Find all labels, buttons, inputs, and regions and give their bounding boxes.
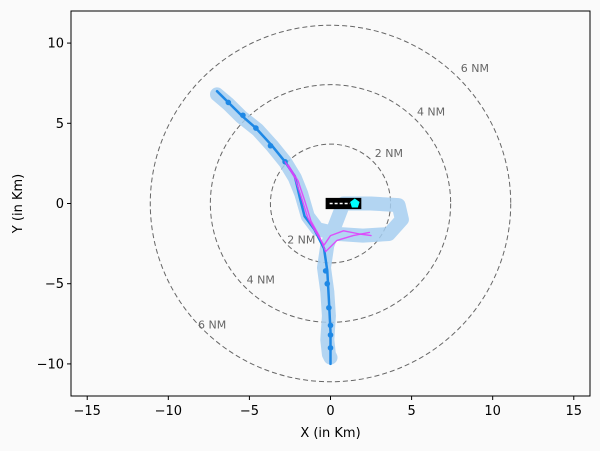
range-ring-label-2-outer: 4 NM: [417, 105, 445, 118]
x-tick-label: 10: [484, 404, 501, 419]
x-tick-label: −15: [74, 404, 101, 419]
y-tick-label: −5: [45, 277, 64, 292]
track-point-1: [225, 99, 232, 106]
x-tick-label: 15: [566, 404, 583, 419]
track-point-10: [327, 332, 334, 338]
y-axis-ticks: −10 −5 0 5 10: [37, 37, 71, 372]
range-ring-label-1-inner: 2 NM: [287, 234, 315, 247]
x-tick-label: 5: [407, 404, 415, 419]
x-tick-label: −10: [155, 404, 182, 419]
track-point-4: [267, 142, 274, 149]
ownship-box: [325, 197, 362, 210]
track-point-3: [253, 125, 259, 131]
y-tick-label: 10: [47, 37, 64, 52]
track-point-6: [322, 268, 329, 274]
series-primary-track: [215, 89, 332, 366]
ownship-marker: [350, 198, 360, 208]
range-ring-3: [149, 24, 512, 383]
track-point-9: [327, 322, 334, 329]
x-tick-label: −5: [240, 404, 259, 419]
range-ring-label-1-outer: 2 NM: [375, 147, 403, 160]
series-predicted-track-alt: [287, 164, 371, 253]
range-ring-label-2-inner: 4 NM: [247, 274, 275, 287]
y-tick-label: −10: [37, 357, 64, 372]
range-ring-label-3-inner: 6 NM: [198, 319, 226, 332]
x-axis-label: X (in Km): [300, 426, 360, 441]
y-tick-label: 5: [56, 117, 64, 132]
range-ring-label-3-outer: 6 NM: [461, 62, 489, 75]
x-axis-ticks: −15 −10 −5 0 5 10 15: [74, 396, 583, 419]
x-tick-label: 0: [326, 404, 334, 419]
track-point-2: [240, 112, 246, 119]
track-point-8: [326, 304, 332, 311]
track-point-11: [327, 345, 334, 351]
y-axis-label: Y (in Km): [11, 174, 26, 234]
y-tick-label: 0: [56, 197, 64, 212]
track-series: [210, 87, 409, 366]
ownship: [325, 197, 362, 210]
track-point-7: [324, 280, 331, 287]
